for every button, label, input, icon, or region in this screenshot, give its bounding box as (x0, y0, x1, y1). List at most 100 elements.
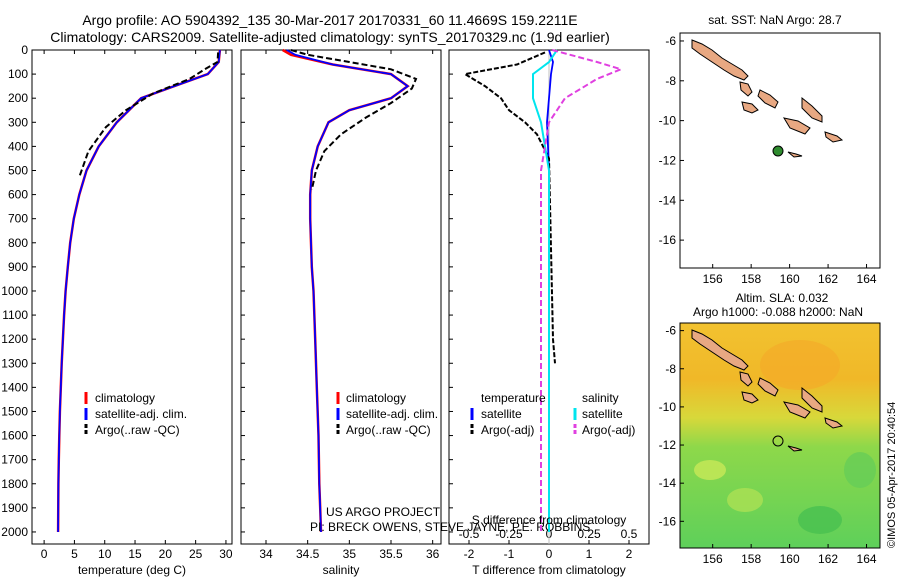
x-tick-label: 10 (98, 547, 112, 561)
difference-top-label: S difference from climatology (472, 513, 627, 527)
diff-legend-sal-argo: Argo(-adj) (582, 423, 635, 437)
map-lat-tick-label: -10 (659, 114, 677, 128)
depth-tick-label: 700 (8, 212, 28, 226)
diff-legend-temp-header: temperature (481, 391, 546, 405)
island-bougainville (691, 39, 749, 81)
difference-xlabel: T difference from climatology (472, 563, 626, 577)
imos-footer: ©IMOS 05-Apr-2017 20:40:54 (886, 401, 898, 548)
depth-tick-label: 500 (8, 163, 28, 177)
sla-patch (694, 460, 726, 480)
x-tick-label: 0 (546, 547, 553, 561)
satellite-line (286, 49, 410, 533)
island-new-georgia (741, 101, 759, 114)
island-makira (824, 131, 844, 143)
sla-island-guadalcanal (782, 401, 811, 419)
x-tick-label: -2 (464, 547, 475, 561)
map-lon-tick-label: 158 (741, 272, 761, 286)
legend-climatology: climatology (95, 391, 155, 405)
map-lon-tick-label: 162 (818, 272, 838, 286)
map-lon-tick-label: 160 (780, 272, 800, 286)
map-lat-tick-label: -6 (665, 34, 676, 48)
salinity-x-axis: 34 34.5 35 35.5 36 (259, 50, 440, 561)
sla-patch (727, 488, 763, 512)
island-guadalcanal (782, 117, 811, 135)
sla-map-axes (679, 322, 881, 549)
temperature-xlabel: temperature (deg C) (78, 563, 186, 577)
map-lat-tick-label: -12 (659, 153, 677, 167)
diff-legend-temp-argo: Argo(-adj) (481, 423, 534, 437)
depth-tick-label: 300 (8, 115, 28, 129)
map-lon-tick-label: 158 (741, 552, 761, 566)
sla-patch (798, 506, 842, 534)
depth-tick-label: 1300 (1, 356, 28, 370)
sst-map-islands (691, 39, 844, 158)
x-tick-label: 0 (41, 547, 48, 561)
depth-tick-label: 1100 (2, 308, 28, 322)
sst-map-title: sat. SST: NaN Argo: 28.7 (708, 13, 842, 27)
depth-tick-label: 600 (8, 188, 28, 202)
diff-legend-sal-header: salinity (582, 391, 619, 405)
depth-tick-label: 1600 (1, 429, 28, 443)
depth-axis: 0 100 200 300 400 500 600 700 800 900 1000 1100 1200… (1, 43, 453, 539)
sla-map-title-1: Altim. SLA: 0.032 (736, 291, 829, 305)
argo-line (290, 49, 418, 191)
salinity-xlabel: salinity (323, 563, 360, 577)
depth-tick-label: 800 (8, 236, 28, 250)
temperature-axes (31, 49, 233, 545)
sla-island-malaita (801, 386, 823, 413)
depth-tick-label: 200 (8, 91, 28, 105)
map-lon-tick-label: 156 (703, 272, 723, 286)
temperature-lines (56, 49, 222, 533)
x-tick-label: 20 (159, 547, 173, 561)
map-lon-tick-label: 156 (703, 552, 723, 566)
sla-island-choiseul (739, 371, 753, 387)
sla-map-ticks: -6 -8 -10 -12 -14 -16 156 158 160 162 164 (659, 324, 877, 566)
island-choiseul (739, 81, 753, 97)
sla-argo-position-marker (772, 435, 784, 447)
sla-island-new-georgia (741, 391, 759, 404)
x-tick-label: 30 (219, 547, 233, 561)
difference-legend: temperature salinity satellite Argo(-adj… (470, 391, 635, 437)
sst-map: sat. SST: NaN Argo: 28.7 -6 -8 -10 -12 -14 -1… (659, 13, 881, 286)
s-diff-tick-label: 0.5 (621, 527, 638, 541)
island-malaita (801, 96, 823, 123)
map-lat-tick-label: -12 (659, 438, 677, 452)
depth-tick-label: 0 (21, 43, 28, 57)
x-tick-label: 1 (586, 547, 593, 561)
s-diff-tick-label: 0.25 (577, 527, 601, 541)
depth-tick-label: 100 (8, 67, 28, 81)
map-lat-tick-label: -8 (665, 74, 676, 88)
sla-island-rennell (787, 445, 803, 452)
map-lat-tick-label: -8 (665, 362, 676, 376)
depth-tick-label: 1200 (1, 332, 28, 346)
depth-tick-label: 1700 (1, 453, 28, 467)
map-lon-tick-label: 164 (857, 552, 877, 566)
credit-project: US ARGO PROJECT (326, 505, 441, 519)
map-lat-tick-label: -14 (659, 476, 677, 490)
depth-tick-label: 1800 (1, 477, 28, 491)
climatology-line (282, 48, 410, 533)
satellite-line (57, 49, 221, 533)
map-lon-tick-label: 162 (818, 552, 838, 566)
map-lat-tick-label: -10 (659, 400, 677, 414)
x-tick-label: 35 (343, 547, 357, 561)
temperature-panel: 0100200300400500600700800900100011001200… (1, 43, 453, 577)
salinity-panel: 34 34.5 35 35.5 36 salinity climatology sate… (240, 48, 590, 577)
map-lat-tick-label: -6 (665, 324, 676, 338)
sla-patch (760, 340, 840, 390)
legend-satellite: satellite-adj. clim. (95, 407, 187, 421)
argo-position-marker (772, 145, 784, 157)
x-tick-label: 34.5 (296, 547, 320, 561)
depth-tick-label: 1400 (1, 380, 28, 394)
map-lat-tick-label: -16 (659, 233, 677, 247)
page-subtitle: Climatology: CARS2009. Satellite-adjuste… (50, 29, 610, 45)
x-tick-label: 36 (426, 547, 440, 561)
temperature-legend: climatology satellite-adj. clim. Argo(..… (84, 391, 187, 437)
x-tick-label: -1 (504, 547, 515, 561)
map-lat-tick-label: -16 (659, 514, 677, 528)
sla-map: Altim. SLA: 0.032 Argo h1000: -0.088 h20… (659, 291, 881, 566)
sal-legend-climatology: climatology (346, 391, 406, 405)
depth-tick-label: 400 (8, 139, 28, 153)
sla-map-islands (691, 329, 844, 452)
